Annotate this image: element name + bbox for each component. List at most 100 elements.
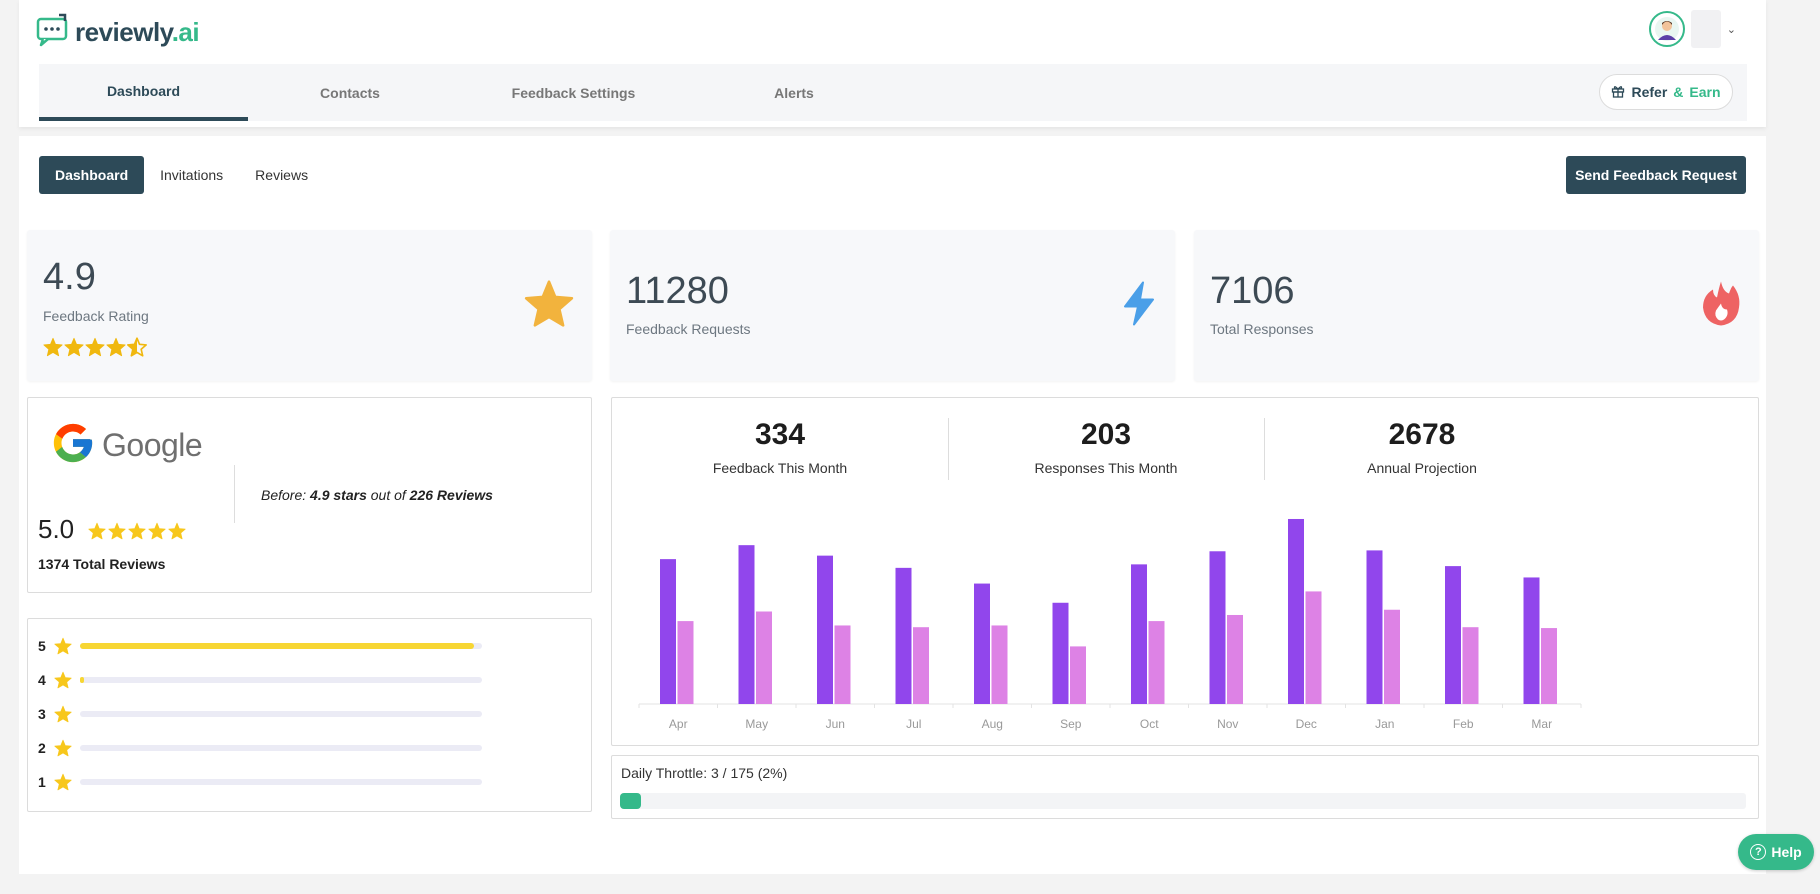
chart-bar-series-1[interactable] [660,559,676,704]
chart-bar-series-2[interactable] [756,611,772,704]
x-tick-label: Dec [1296,717,1317,731]
x-tick-label: Jun [826,717,845,731]
metric-responses-month: 203 Responses This Month [1034,418,1178,476]
tab-contacts[interactable]: Contacts [320,84,380,101]
star-icon [54,773,80,791]
google-stars [88,522,186,545]
metric-annual-projection: 2678 Annual Projection [1367,418,1477,476]
rating-stars [43,337,147,362]
refer-earn-button[interactable]: Refer & Earn [1599,74,1733,110]
rating-row-star-count: 2 [38,740,46,756]
star-icon [108,522,126,545]
chart-bar-series-2[interactable] [1227,614,1243,704]
chart-bar-series-2[interactable] [1384,609,1400,704]
daily-throttle-panel: Daily Throttle: 3 / 175 (2%) [611,755,1759,819]
chart-bar-series-2[interactable] [1148,621,1165,704]
chart-bar-series-2[interactable] [913,627,929,704]
divider [948,418,949,480]
chart-bar-series-2[interactable] [1070,646,1086,704]
stat-label: Feedback Requests [626,321,751,337]
chart-bar-series-2[interactable] [834,625,851,704]
stat-label: Feedback Rating [43,308,149,324]
chart-bar-series-1[interactable] [1445,566,1461,704]
x-tick-label: Sep [1060,717,1082,731]
chart-bar-series-1[interactable] [1052,602,1069,704]
subtab-invitations[interactable]: Invitations [160,167,224,183]
chart-bar-series-1[interactable] [817,555,833,704]
subtab-dashboard[interactable]: Dashboard [39,156,145,194]
chart-bar-series-1[interactable] [974,583,990,704]
star-icon [148,522,166,545]
star-icon [128,522,146,545]
chart-bar-series-1[interactable] [1131,564,1147,704]
help-button[interactable]: ? Help [1738,834,1814,870]
chart-bar-series-2[interactable] [991,625,1008,704]
main-content: Dashboard Invitations Reviews Send Feedb… [19,136,1766,874]
rating-bar-fill [80,677,84,683]
star-icon [64,337,84,362]
chart-bar-series-1[interactable] [1523,577,1540,704]
user-menu[interactable]: ⌄ [1648,10,1736,48]
chat-logo-icon [35,12,71,53]
tab-feedback-settings[interactable]: Feedback Settings [511,84,636,101]
divider [234,465,235,523]
google-score: 5.0 [38,514,75,544]
metric-feedback-month: 334 Feedback This Month [712,418,848,476]
chart-bar-series-1[interactable] [1366,550,1383,704]
x-tick-label: Jan [1375,717,1394,731]
throttle-label: Daily Throttle: 3 / 175 (2%) [621,765,788,781]
chart-bar-series-2[interactable] [677,621,694,704]
star-icon [43,337,63,362]
stat-card-responses: 7106 Total Responses [1194,230,1759,381]
x-tick-label: Mar [1531,717,1552,731]
chart-bar-series-1[interactable] [1288,518,1304,704]
rating-row: 1 [38,773,482,791]
star-icon [524,279,574,332]
dashboard-subtabs: Dashboard Invitations Reviews [39,156,324,194]
tab-dashboard[interactable]: Dashboard [39,64,248,121]
rating-bar-track [80,677,482,683]
chart-bar-series-1[interactable] [738,545,755,704]
star-icon [168,522,186,545]
bar-chart-svg: Apr May Jun Jul Aug Sep Oct Nov Dec Jan Feb Mar [638,518,1582,731]
google-total-reviews: 1374 Total Reviews [38,556,166,572]
google-wordmark: Google [102,427,203,463]
stat-value: 4.9 [43,256,96,298]
rating-row: 3 [38,705,482,723]
gift-icon [1611,84,1625,101]
stat-card-rating: 4.9 Feedback Rating [27,230,592,381]
chart-bar-series-1[interactable] [1209,551,1226,704]
rating-distribution-panel: 5 4 3 2 1 [27,618,592,812]
stat-value: 7106 [1210,270,1295,312]
send-feedback-request-button[interactable]: Send Feedback Request [1566,156,1746,194]
star-icon [54,739,80,757]
rating-bar-track [80,779,482,785]
x-tick-label: Nov [1217,717,1238,731]
rating-row-star-count: 5 [38,638,46,654]
star-icon [85,337,105,362]
rating-bar-track [80,745,482,751]
divider [1264,418,1265,480]
stat-card-requests: 11280 Feedback Requests [610,230,1175,381]
star-icon [54,705,80,723]
rating-bar-track [80,643,482,649]
x-tick-label: Jul [906,717,921,731]
app-logo[interactable]: reviewly.ai [35,12,200,53]
stat-label: Total Responses [1210,321,1314,337]
rating-row: 4 [38,671,482,689]
logo-text: reviewly.ai [75,17,200,47]
throttle-fill [620,793,642,809]
chart-bar-series-2[interactable] [1462,627,1479,704]
chart-bar-series-2[interactable] [1305,591,1322,704]
subtab-reviews[interactable]: Reviews [255,167,309,183]
monthly-chart-panel: 334 Feedback This Month 203 Responses Th… [611,397,1759,746]
user-name-box[interactable] [1690,10,1721,48]
chevron-down-icon[interactable]: ⌄ [1726,23,1736,36]
rating-row-star-count: 4 [38,672,46,688]
tab-alerts[interactable]: Alerts [774,84,814,101]
x-tick-label: May [745,717,768,731]
avatar[interactable] [1648,11,1685,47]
chart-bar-series-2[interactable] [1541,628,1557,704]
chart-bar-series-1[interactable] [895,567,912,704]
star-icon [127,337,147,362]
